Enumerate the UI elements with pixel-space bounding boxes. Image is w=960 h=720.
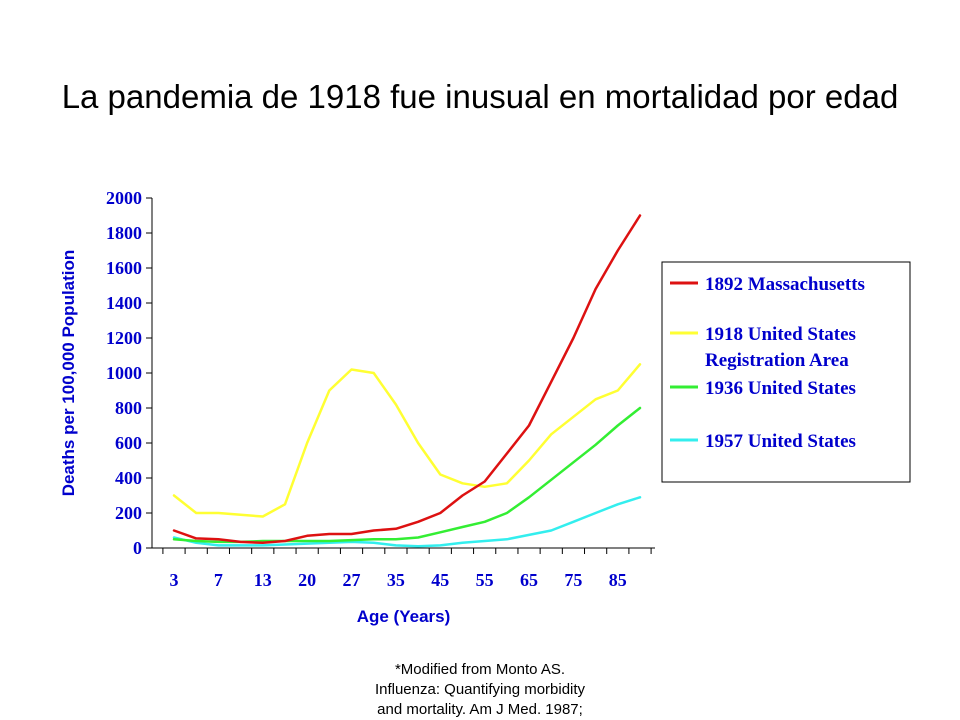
x-tick-label: 45 — [431, 570, 449, 590]
x-tick-label: 7 — [214, 570, 223, 590]
x-tick-label: 20 — [298, 570, 316, 590]
legend-label: Registration Area — [705, 350, 849, 371]
y-tick-label: 1800 — [106, 223, 142, 243]
slide-title: La pandemia de 1918 fue inusual en morta… — [61, 78, 899, 115]
footnote-line: *Modified from Monto AS. — [394, 661, 566, 678]
y-tick-label: 2000 — [106, 188, 142, 208]
footnote-line: and mortality. Am J Med. 1987; — [377, 701, 583, 718]
legend-label: 1918 United States — [705, 324, 856, 345]
series-lines — [172, 214, 642, 548]
x-tick-label: 75 — [564, 570, 582, 590]
series-line — [172, 363, 642, 518]
y-axis-title: Deaths per 100,000 Population — [59, 250, 78, 497]
y-tick-label: 800 — [115, 398, 142, 418]
x-tick-label: 35 — [387, 570, 405, 590]
y-tick-label: 1200 — [106, 328, 142, 348]
y-tick-label: 1600 — [106, 258, 142, 278]
y-tick-label: 400 — [115, 468, 142, 488]
y-tick-label: 1000 — [106, 363, 142, 383]
x-tick-label: 85 — [609, 570, 627, 590]
legend-label: 1957 United States — [705, 431, 856, 452]
y-tick-label: 200 — [115, 503, 142, 523]
x-tick-label: 3 — [170, 570, 179, 590]
series-line — [172, 214, 642, 545]
y-tick-label: 0 — [133, 538, 142, 558]
x-tick-label: 13 — [254, 570, 272, 590]
legend-label: 1936 United States — [705, 378, 856, 399]
legend-label: 1892 Massachusetts — [705, 274, 865, 295]
x-tick-label: 65 — [520, 570, 538, 590]
x-tick-label: 27 — [343, 570, 361, 590]
footnote-line: Influenza: Quantifying morbidity — [374, 681, 586, 698]
x-axis-title: Age (Years) — [357, 607, 451, 626]
source-footnote: *Modified from Monto AS. Influenza: Quan… — [330, 660, 630, 720]
legend: 1892 Massachusetts 1918 United States Regi… — [661, 261, 911, 483]
x-tick-label: 55 — [476, 570, 494, 590]
legend-box — [661, 261, 911, 483]
y-axis: 0 200 400 600 800 1000 1200 1400 1600 1800 2000 — [106, 188, 153, 558]
y-tick-label: 600 — [115, 433, 142, 453]
series-line — [172, 496, 642, 548]
x-axis: 3 7 13 20 27 35 45 55 65 75 85 — [152, 547, 655, 590]
y-tick-label: 1400 — [106, 293, 142, 313]
